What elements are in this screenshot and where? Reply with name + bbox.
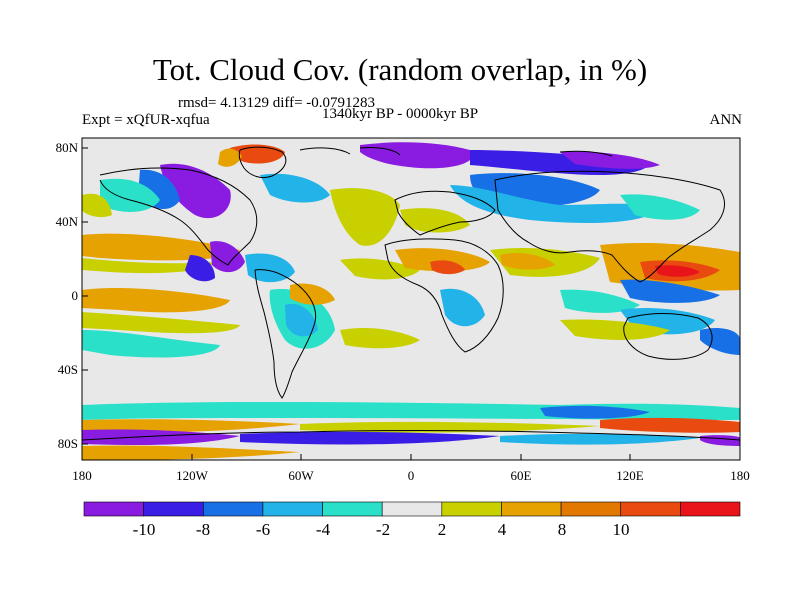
plot-title: Tot. Cloud Cov. (random overlap, in %) [152,52,648,87]
arctic-purple-band [360,142,473,169]
colorbar-swatch-10 [620,501,681,517]
lon-label-180e: 180 [730,468,750,483]
period-text: 1340kyr BP - 0000kyr BP [322,106,479,122]
west-pacific-red-core [655,265,700,277]
antarctic-purple [82,429,240,446]
colorbar-swatch-5 [322,501,383,517]
central-america-purple [210,241,245,273]
lat-label-40n: 40N [55,214,78,229]
lon-label-120w: 120W [176,468,208,483]
atlantic-yellow-band [340,258,420,280]
south-indian-yellow [560,319,670,340]
colorbar-label-neg8: -8 [195,520,211,539]
maritime-cyan [560,289,640,313]
colorbar-label-neg4: -4 [315,520,331,539]
canada-blue-patch [260,173,330,203]
coast-greenland [238,146,287,179]
colorbar-label-4: 4 [497,520,507,539]
colorbar-label-neg6: -6 [255,520,271,539]
europe-yellow [400,208,470,233]
axis-ticks [81,147,741,460]
colorbar-label-2: 2 [437,520,447,539]
pacific-orange-band [82,233,240,261]
colorbar-swatch-2 [143,501,204,517]
colorbar-swatch-11 [680,501,741,517]
coast-europe [394,190,496,236]
colorbar [83,501,741,517]
experiment-label: Expt = xQfUR-xqfua [82,112,210,128]
lat-label-40s: 40S [57,362,78,377]
africa-red [430,260,465,275]
colorbar-label-8: 8 [557,520,567,539]
antarctic-cyan [500,433,700,445]
east-asia-cyan [620,194,700,220]
maritime-blue [620,279,720,303]
colorbar-swatch-1 [83,501,144,517]
central-america-blue [185,255,215,282]
map-field [82,138,740,460]
lat-label-80s: 80S [57,436,78,451]
congo-cyan [440,288,485,327]
colorbar-swatch-7 [441,501,502,517]
coast-africa [384,238,504,353]
north-america-cyan [100,178,160,212]
africa-orange [395,248,490,272]
coast-asia [494,170,725,283]
coast-australia [623,313,713,360]
colorbar-label-10: 10 [612,520,630,539]
north-pacific-yellow [82,193,112,218]
antarctic-orange [82,445,300,460]
coast-south-america [254,269,317,399]
arabia-orange [500,253,555,270]
colorbar-swatch-6 [381,501,443,517]
antarctic-blue [240,431,500,445]
southern-ocean-yellow [300,421,600,433]
colorbar-swatch-3 [202,501,264,517]
south-pacific-cyan [82,330,220,358]
lon-label-60w: 60W [288,468,314,483]
atlantic-yellow-tongue [330,188,400,246]
colorbar-swatch-4 [262,501,323,517]
colorbar-label-neg2: -2 [375,520,391,539]
coastlines [82,146,740,441]
southern-ocean-red [600,417,740,433]
east-pacific-yellow [82,312,240,334]
south-atlantic-yellow [340,328,420,349]
stats-text: rmsd= 4.13129 diff= -0.0791283 [178,95,376,111]
lon-label-120e: 120E [616,468,644,483]
lon-label-180w: 180 [72,468,92,483]
southern-ocean-orange [82,419,300,433]
east-pacific-orange [82,288,230,313]
eurasia-cyan [450,185,660,223]
arctic-purple-band-east [560,151,660,169]
tasman-blue [700,328,740,355]
colorbar-swatch-8 [501,501,562,517]
pacific-yellow-band [82,258,215,274]
season-label: ANN [709,112,743,128]
coast-arctic-islands [299,147,613,157]
north-america-purple [160,163,231,219]
amazon-orange [290,283,335,305]
coast-north-america [99,167,258,266]
southern-ocean-blue-east [540,405,650,419]
coast-antarctica [82,430,740,441]
lat-label-0: 0 [71,288,79,303]
greenland-orange [218,148,242,167]
arctic-blue-band [470,150,648,175]
lon-label-60e: 60E [510,468,532,483]
lon-label-0: 0 [407,468,415,483]
colorbar-swatch-9 [560,501,622,517]
south-america-blue [285,303,318,337]
colorbar-label-neg10: -10 [132,520,156,539]
lat-label-80n: 80N [55,140,78,155]
